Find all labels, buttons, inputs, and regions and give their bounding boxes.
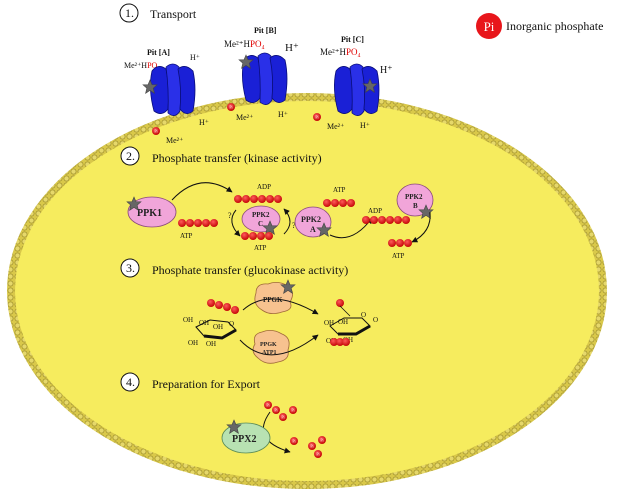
glucokinase-product-chain [330, 338, 350, 346]
ppk2c-atp: ATP [254, 244, 267, 252]
pit-c-substrate: Me²⁺HPO₄ [320, 47, 361, 57]
step-3-title: Phosphate transfer (glucokinase activity… [152, 263, 348, 277]
ppk1-polyp-chain [178, 219, 218, 227]
svg-text:OH: OH [183, 316, 193, 324]
svg-text:Pi: Pi [315, 115, 319, 120]
pit-c-label: Pit [C] [341, 35, 364, 44]
ppk2c-label-1: PPK2 [252, 211, 270, 219]
legend-pi-symbol: Pi [484, 19, 495, 34]
legend-label: Inorganic phosphate [506, 19, 603, 33]
ppk2a-atp: ATP [333, 186, 346, 194]
ppk2b-enzyme [396, 183, 434, 217]
ppk1-arrow [171, 182, 233, 201]
pit-b-label: Pit [B] [254, 26, 277, 35]
svg-text:Pi: Pi [310, 444, 314, 449]
ppk2b-atp: ATP [392, 252, 405, 260]
pit-b-substrate: Me²⁺HPO₄ [224, 39, 265, 49]
step-2-title: Phosphate transfer (kinase activity) [152, 151, 322, 165]
pit-a-h-out: H⁺ [190, 53, 200, 62]
svg-text:Pi: Pi [274, 408, 278, 413]
pit-c-h-in: H⁺ [360, 121, 370, 130]
export-polyp-chain: Pi Pi Pi Pi [264, 401, 297, 421]
ppk1-atp: ATP [180, 232, 193, 240]
ppk2b-label-2: B [413, 202, 418, 210]
pit-c-pi: Pi [313, 113, 321, 121]
step-4-number: 4. [126, 375, 135, 389]
pit-b-h-in: H⁺ [278, 110, 288, 119]
svg-text:OH: OH [199, 319, 209, 327]
ppk2c-adp: ADP [257, 183, 271, 191]
ppk2a-adp: ADP [368, 207, 382, 215]
step-4-number-circle [120, 372, 140, 392]
pit-a-me-in: Me²⁺ [166, 136, 183, 145]
cell-interior [15, 101, 599, 481]
pit-b-pi: Pi [227, 103, 235, 111]
step-1-number: 1. [125, 6, 134, 20]
svg-text:Pi: Pi [292, 439, 296, 444]
pit-b-transporter: Pit [B] Me²⁺HPO₄ H⁺ H⁺ Me²⁺ Pi [224, 26, 299, 122]
svg-text:O: O [361, 311, 366, 319]
step-1-title: Transport [150, 7, 197, 21]
ppk1-enzyme [127, 196, 177, 228]
ppgk-arrow-bottom [239, 334, 319, 356]
ppgk-atp1-enzyme [252, 330, 290, 364]
svg-text:Pi: Pi [281, 415, 285, 420]
ppk2a-label-2: A [310, 225, 316, 234]
ppk2a-label-1: PPK2 [301, 215, 321, 224]
ppk2c-label-2: C [258, 220, 263, 228]
ppgk-label: PPGK [263, 296, 283, 304]
ppx2-label: PPX2 [232, 434, 256, 445]
svg-text:Pi: Pi [266, 403, 270, 408]
pit-b-me-in: Me²⁺ [236, 113, 253, 122]
ppk1-label: PPK1 [137, 208, 162, 219]
ppgk-arrow-top [242, 298, 319, 315]
step-2-number-circle [120, 146, 140, 166]
pit-a-h-in: H⁺ [199, 118, 209, 127]
pit-c-transporter: Pit [C] Me²⁺HPO₄ H⁺ H⁺ Me²⁺ Pi [313, 35, 393, 131]
question-mark-2: ? [292, 221, 296, 230]
ppk2c-cycle-arrow-right [283, 208, 291, 235]
svg-text:O: O [373, 316, 378, 324]
ppk2b-label-1: PPK2 [405, 193, 423, 201]
question-mark-1: ? [228, 211, 232, 220]
pit-b-h-out: H⁺ [285, 42, 299, 54]
svg-text:Pi: Pi [229, 105, 233, 110]
legend: Pi Inorganic phosphate [476, 13, 603, 39]
svg-text:OH: OH [324, 319, 334, 327]
legend-pi-icon [476, 13, 502, 39]
svg-text:OH: OH [206, 340, 216, 348]
glucose-molecule: OH OH OH OH OH O [183, 316, 237, 348]
svg-text:OH: OH [338, 318, 348, 326]
svg-text:Pi: Pi [291, 408, 295, 413]
pit-c-me-in: Me²⁺ [327, 122, 344, 131]
ppgk-atp1-label-1: PPGK [260, 342, 277, 348]
step-3-number-circle [120, 258, 140, 278]
ppk2b-arrow [411, 211, 431, 243]
released-pi: Pi Pi Pi Pi [290, 436, 326, 458]
step-1-number-circle [119, 3, 139, 23]
step-2-number: 2. [126, 149, 135, 163]
step-4-title: Preparation for Export [152, 377, 261, 391]
ppk2b-bottom-chain [388, 239, 412, 247]
pit-a-substrate: Me²⁺HPO₄ [124, 61, 160, 70]
ppgk-atp1-label-2: ATP1 [262, 350, 277, 356]
svg-text:Pi: Pi [320, 438, 324, 443]
svg-text:OH: OH [213, 323, 223, 331]
pit-a-pi: Pi [152, 127, 160, 135]
pit-a-transporter: Pit [A] Me²⁺HPO₄ H⁺ H⁺ Me²⁺ Pi [124, 48, 209, 145]
pit-c-h-out: H⁺ [380, 65, 393, 76]
svg-text:OH: OH [188, 339, 198, 347]
step-3-number: 3. [126, 261, 135, 275]
svg-text:O: O [229, 320, 234, 328]
ppk2c-cycle-arrow-left [231, 209, 241, 237]
svg-text:Pi: Pi [154, 129, 158, 134]
svg-text:Pi: Pi [316, 452, 320, 457]
pit-a-label: Pit [A] [147, 48, 170, 57]
